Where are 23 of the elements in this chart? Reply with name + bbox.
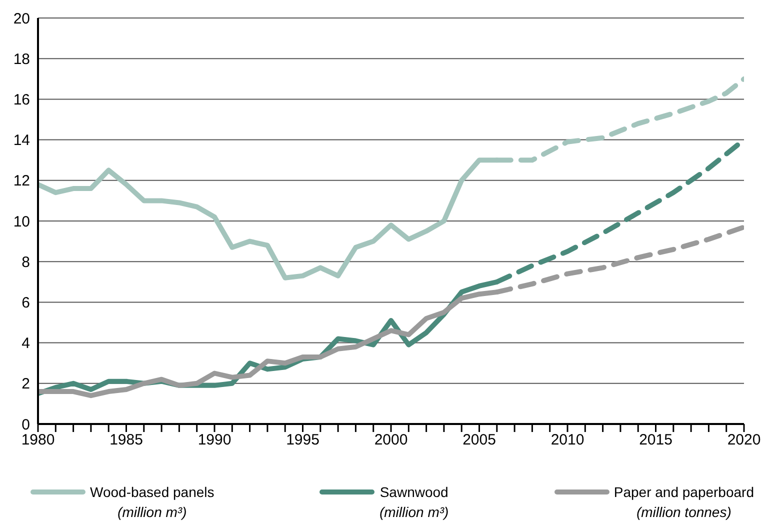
y-tick-label: 12: [13, 172, 30, 190]
legend-label: Sawnwood (million m³): [379, 483, 449, 522]
y-tick-label: 2: [22, 376, 30, 393]
y-tick-label: 10: [13, 213, 30, 230]
y-tick-label: 4: [22, 335, 30, 352]
x-tick-label: 1995: [286, 432, 320, 449]
x-tick-label: 2000: [374, 432, 408, 449]
x-tick-label: 2010: [550, 432, 584, 449]
y-tick-label: 20: [13, 10, 30, 28]
y-tick-label: 16: [13, 92, 30, 109]
y-tick-label: 8: [22, 254, 30, 271]
legend-label: Paper and paperboard (million tonnes): [614, 483, 754, 522]
x-tick-label: 2015: [639, 432, 672, 449]
x-tick-label: 1985: [110, 432, 143, 449]
legend-label: Wood-based panels (million m³): [90, 483, 214, 522]
x-tick-label: 2005: [462, 432, 496, 449]
y-tick-label: 0: [22, 416, 30, 434]
y-tick-label: 14: [13, 132, 30, 150]
y-tick-label: 6: [22, 294, 30, 312]
x-tick-label: 1990: [198, 432, 232, 449]
x-tick-label: 1980: [21, 432, 55, 449]
y-tick-label: 18: [13, 50, 30, 68]
x-tick-label: 2020: [727, 432, 761, 449]
